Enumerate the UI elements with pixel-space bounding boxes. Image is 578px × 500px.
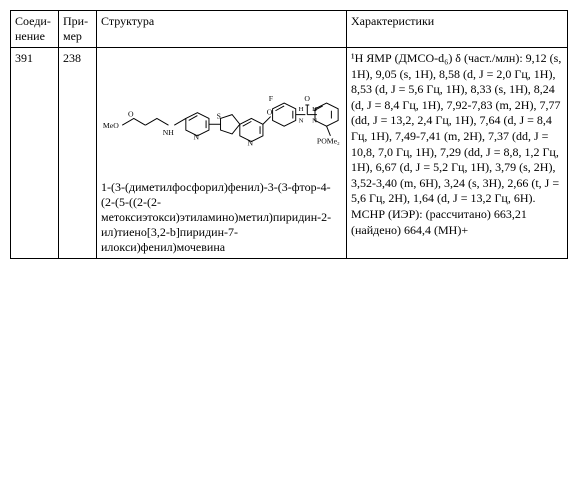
svg-text:NH: NH — [163, 128, 175, 137]
svg-text:H: H — [299, 106, 304, 113]
cell-compound: 391 — [11, 48, 59, 259]
svg-text:N: N — [194, 133, 200, 142]
cell-example: 238 — [59, 48, 97, 259]
header-compound: Соеди-нение — [11, 11, 59, 48]
svg-text:MeO: MeO — [103, 121, 119, 130]
structure-name: 1-(3-(диметилфосфорил)фенил)-3-(3-фтор-4… — [101, 180, 342, 255]
cell-structure: MeO O NH N S — [97, 48, 347, 259]
characteristics-text: ¹H ЯМР (ДМСО-d₆) δ (част./млн): 9,12 (s,… — [351, 51, 563, 238]
svg-text:O: O — [267, 108, 273, 117]
svg-text:N: N — [299, 117, 304, 124]
header-characteristics: Характеристики — [347, 11, 568, 48]
header-example: При-мер — [59, 11, 97, 48]
svg-text:O: O — [304, 94, 310, 103]
cell-characteristics: ¹H ЯМР (ДМСО-d₆) δ (част./млн): 9,12 (s,… — [347, 48, 568, 259]
table-header-row: Соеди-нение При-мер Структура Характерис… — [11, 11, 568, 48]
compound-table: Соеди-нение При-мер Структура Характерис… — [10, 10, 568, 259]
svg-text:F: F — [269, 94, 273, 103]
svg-text:N: N — [248, 138, 254, 147]
chemical-structure-svg: MeO O NH N S — [101, 51, 342, 176]
header-structure: Структура — [97, 11, 347, 48]
svg-text:POMe₂: POMe₂ — [317, 137, 340, 146]
svg-text:S: S — [217, 111, 221, 120]
svg-text:O: O — [128, 110, 134, 119]
table-row: 391 238 MeO O NH N — [11, 48, 568, 259]
